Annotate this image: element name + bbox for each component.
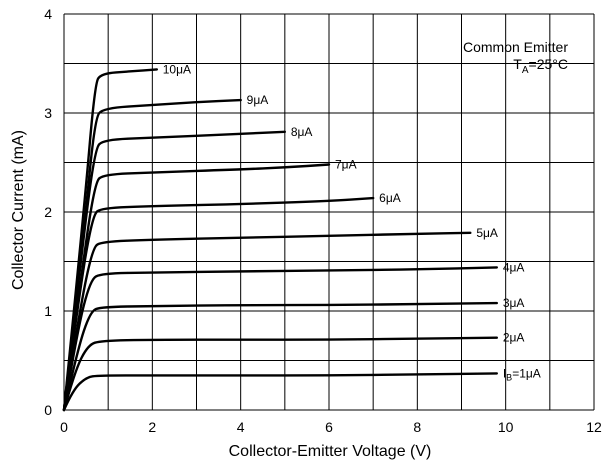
annotation-line1: Common Emitter (463, 39, 568, 55)
x-tick-label: 6 (325, 419, 333, 435)
x-tick-label: 10 (498, 419, 514, 435)
x-tick-label: 2 (148, 419, 156, 435)
y-tick-label: 0 (44, 402, 52, 418)
series-label: IB=1μA (503, 366, 541, 382)
series-line (62, 163, 331, 412)
series-label: 8μA (291, 125, 313, 139)
x-axis-label: Collector-Emitter Voltage (V) (229, 443, 432, 460)
series-line (62, 231, 472, 412)
series-label: 3μA (503, 296, 525, 310)
series-line (62, 301, 498, 412)
curves (62, 68, 498, 412)
series-line (62, 372, 498, 412)
x-tick-label: 0 (60, 419, 68, 435)
y-axis-label: Collector Current (mA) (10, 130, 27, 290)
y-tick-label: 4 (44, 6, 52, 22)
y-tick-label: 2 (44, 204, 52, 220)
grid (63, 13, 595, 411)
series-line (62, 68, 158, 412)
annotation: Common Emitter TA=25°C (463, 39, 568, 76)
annotation-line2: TA=25°C (513, 56, 568, 76)
y-tick-label: 1 (44, 303, 52, 319)
series-line (62, 336, 498, 412)
x-tick-label: 8 (413, 419, 421, 435)
series-line (62, 98, 242, 412)
series-label: 5μA (476, 226, 498, 240)
curve-labels: IB=1μA 2μA 3μA 4μA 5μA 6μA 7μA 8μA 9μA 10μA (163, 62, 541, 382)
series-label: 4μA (503, 260, 525, 274)
series-line (62, 266, 498, 412)
series-label: 6μA (379, 191, 401, 205)
series-label: 7μA (335, 157, 357, 171)
x-tick-label: 12 (586, 419, 602, 435)
series-label: 9μA (247, 93, 269, 107)
series-label: 10μA (163, 62, 191, 76)
x-tick-label: 4 (237, 419, 245, 435)
y-tick-label: 3 (44, 105, 52, 121)
series-label: 2μA (503, 331, 525, 345)
